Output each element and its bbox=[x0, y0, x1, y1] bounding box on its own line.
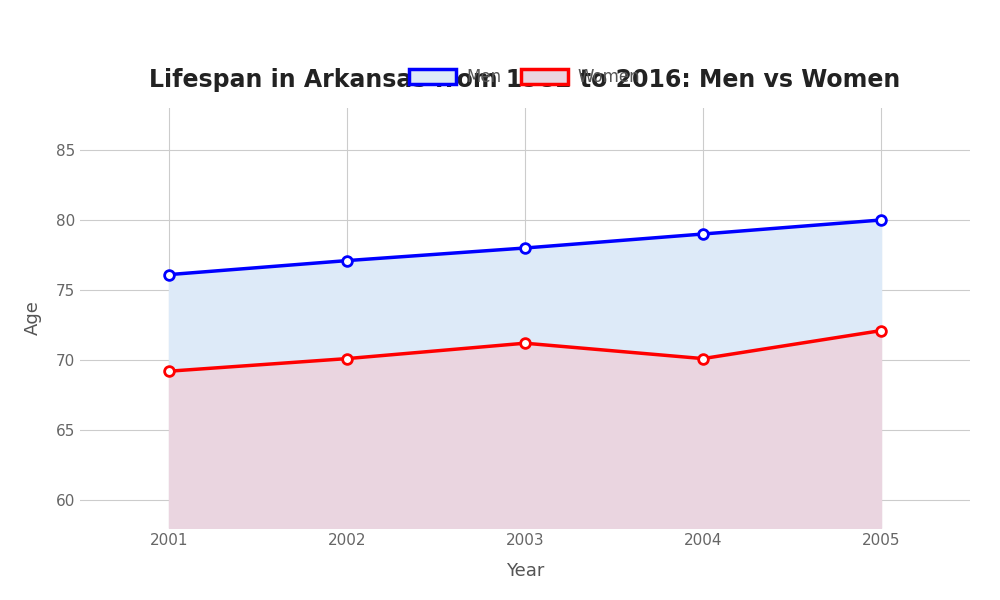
Y-axis label: Age: Age bbox=[24, 301, 42, 335]
Title: Lifespan in Arkansas from 1982 to 2016: Men vs Women: Lifespan in Arkansas from 1982 to 2016: … bbox=[149, 68, 901, 92]
Legend: Men, Women: Men, Women bbox=[403, 62, 647, 93]
X-axis label: Year: Year bbox=[506, 562, 544, 580]
